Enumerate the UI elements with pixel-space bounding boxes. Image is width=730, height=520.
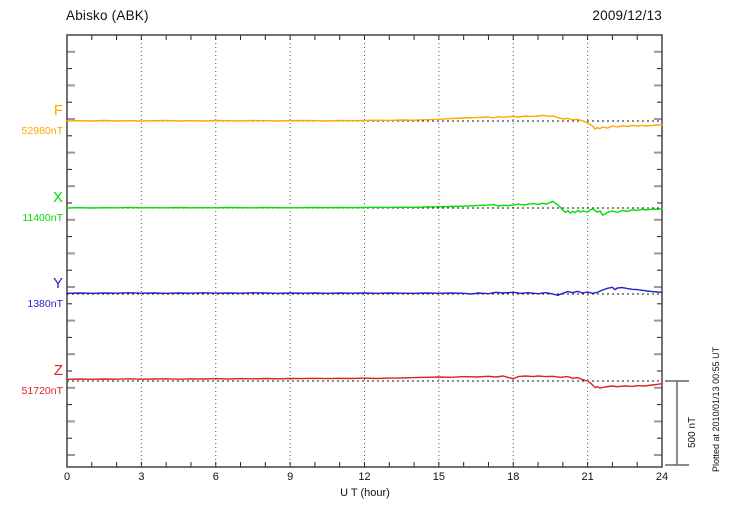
hour-tick-label-24: 24: [655, 471, 669, 483]
component-label-z: Z: [53, 362, 63, 379]
plot-frame: [66, 34, 663, 468]
component-label-y: Y: [52, 275, 63, 292]
component-baseline-f: 52980nT: [21, 125, 63, 137]
trace-f: [66, 114, 663, 130]
hour-tick-label-12: 12: [358, 471, 371, 483]
trace-x: [66, 200, 663, 216]
plot-date: 2009/12/13: [592, 8, 662, 23]
hour-tick-label-9: 9: [287, 471, 294, 483]
hour-tick-label-3: 3: [138, 471, 145, 483]
x-axis-title: U T (hour): [340, 487, 390, 499]
scale-bar-label: 500 nT: [687, 416, 698, 448]
component-label-f: F: [53, 102, 63, 119]
hour-tick-label-6: 6: [212, 471, 219, 483]
component-baseline-z: 51720nT: [21, 385, 63, 397]
trace-y: [66, 286, 663, 296]
trace-z: [66, 375, 663, 389]
component-baseline-y: 1380nT: [27, 298, 63, 310]
hour-tick-label-15: 15: [432, 471, 445, 483]
hour-tick-label-0: 0: [63, 471, 71, 483]
component-baseline-x: 11400nT: [22, 212, 63, 224]
station-title: Abisko (ABK): [66, 8, 149, 23]
hour-tick-label-21: 21: [581, 471, 594, 483]
x-axis-tick-labels: 0 3 6 9 12 15 18 21 24: [0, 471, 730, 485]
plot-footnote: Plotted at 2010/01/13 00:55 UT: [711, 346, 721, 472]
component-label-x: X: [52, 189, 63, 206]
hour-tick-label-18: 18: [507, 471, 520, 483]
